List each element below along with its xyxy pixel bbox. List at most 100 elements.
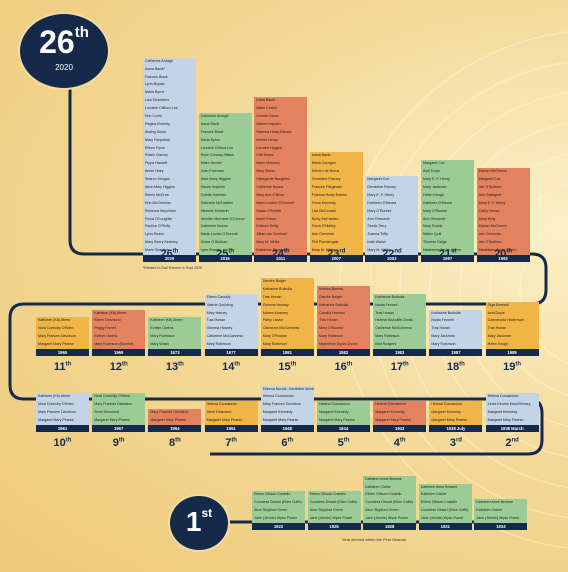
term-year: 2007 [309, 254, 363, 262]
senator-name: Marie-Louise O'Donnell [254, 199, 308, 208]
senator-name: Eileen Gibson Costello [252, 491, 305, 500]
senator-name: Lorraine Clifford-Lee [198, 144, 252, 153]
senator-name: Frances Black [198, 128, 252, 137]
senator-name: Lisa Chambers [143, 97, 196, 106]
senator-name: Deirdre Bolger [317, 293, 370, 302]
seanad-column: Kathleen (Kit) Ahern Eileen Desmond Peggy … [92, 309, 146, 356]
senator-name: Kathleen Anne Browne [474, 499, 528, 508]
badge-suffix-first: st [201, 506, 213, 520]
senator-name: Cáit Keane [254, 152, 308, 161]
term-year: 1997 [421, 254, 474, 262]
seanad-column: Monica Barnes Deirdre Bolger Katharine Bul… [317, 285, 370, 356]
senator-name: Jennifer Murnane O'Connor [198, 215, 252, 224]
term-year: 1981 [260, 348, 314, 356]
senator-name: Ivana Bacik [198, 120, 252, 129]
ordinal-number: 5 [337, 437, 344, 449]
senator-name: Margaret Kennedy [317, 409, 370, 418]
senator-name: Helena McAuliffe-Ennis [373, 317, 427, 326]
seanad-column: Helena Concannon Margaret Kennedy Margaret… [429, 401, 483, 432]
senator-name: Katharine Bulbulia [429, 309, 483, 318]
senator-name: Eileen McCrea [143, 191, 196, 200]
first-seanad-badge: 1st [168, 494, 230, 552]
seanad-ordinal: 4th [373, 437, 426, 449]
senator-name: Madeleine Taylor-Quinn [421, 247, 474, 255]
senator-name: Mary M. White [309, 247, 363, 255]
senator-name: Countess Desart (Ellen Cuffe) [363, 499, 417, 508]
ordinal-suffix: th [402, 361, 409, 368]
term-year: 1957 [92, 424, 146, 432]
senator-name: Aideen Hayden [254, 120, 308, 129]
senator-name: Kathleen (Kit) Ahern [92, 309, 146, 318]
senator-name: Lorraine Higgins [254, 144, 308, 153]
ordinal-suffix: th [118, 437, 125, 444]
senator-name: Margaret Mary Pearse [36, 417, 89, 425]
ordinal-suffix: th [65, 361, 72, 368]
seanad-column: Katharine Bulbulia Nuala Fennell Tras Hona… [373, 293, 427, 356]
senator-name: Helena Concannon [204, 401, 258, 410]
senator-name: Maria Byrne [143, 89, 196, 98]
senator-name: Mary Jackman [429, 333, 483, 342]
seanad-ordinal: 18th [429, 361, 482, 373]
senator-name: Brid Rodgers [373, 341, 427, 349]
senator-name: Ivana Bacik [254, 97, 308, 106]
ordinal-suffix: th [172, 248, 179, 255]
senator-name: Phil Prendergast [309, 239, 363, 248]
senator-name: Erin Currie [143, 112, 196, 121]
senator-name: Mary Frances Davidson [36, 409, 89, 418]
senator-name: Gabrielle McFadden [198, 199, 252, 208]
term-year: 1965 [36, 348, 89, 356]
senator-name: Tras Honan [204, 317, 258, 326]
senator-name: Nicky McFadden [309, 215, 363, 224]
senator-name: Mary Fitzpatrick [143, 136, 196, 145]
senator-name: Helena Concannon [485, 393, 539, 402]
senator-name: Monica Barnes [317, 285, 370, 294]
seanad-ordinal: 24th [254, 248, 307, 260]
senator-name: Tras Honan [485, 325, 539, 334]
senator-name: Margaret Cox [476, 176, 530, 184]
senator-name: Helena Concannon [260, 393, 314, 402]
seanad-ordinal: 2nd [486, 437, 539, 449]
term-year: 1987 [429, 349, 483, 356]
term-year: 1925 [307, 522, 361, 530]
senator-name: Geraldine Feeney [309, 176, 363, 184]
seanad-ordinal: 5th [317, 437, 370, 449]
senator-name: Jane (Jennie) Wyse Power [307, 515, 361, 523]
senator-name: Linda Kearns MacWhinney [485, 401, 539, 410]
senator-name: Mary E. F. Henry [421, 176, 474, 184]
senator-name: Miriam Kearney [260, 309, 314, 318]
seanad-column: Catherine Ardagh Ivana Bacik Frances Black… [198, 112, 252, 262]
seanad-ordinal: 15th [261, 361, 314, 373]
ordinal-suffix: th [121, 361, 128, 368]
ordinal-number: 20 [494, 248, 507, 260]
ordinal-suffix: th [175, 437, 181, 444]
seanad-ordinal: 25th [199, 248, 252, 260]
ordinal-number: 7 [225, 437, 232, 449]
senator-name: Jane (Jennie) Wyse Power [418, 515, 472, 523]
ordinal-number: 13 [165, 361, 179, 373]
senator-name: Jane (Jennie) Wyse Power [363, 515, 417, 523]
senator-name: Alice-Mary Higgins [143, 183, 196, 192]
ordinal-suffix: st [450, 248, 457, 255]
senator-name: Nuala Fennell [373, 301, 427, 310]
seanad-ordinal: 13th [148, 361, 201, 373]
ordinal-suffix: nd [511, 437, 519, 444]
seanad-ordinal: 7th [205, 437, 258, 449]
senator-name: Gemma Hussey [260, 301, 314, 310]
senator-name: Eileen Desmond [92, 317, 146, 326]
seanad-ordinal: 22nd [365, 248, 418, 260]
senator-name: Sheila Terry [365, 223, 419, 232]
senator-name: Mary Seery Kearney [143, 239, 196, 248]
senator-name: Kathryn Reilly [254, 223, 308, 232]
term-year: 1951 [204, 424, 258, 432]
senator-name: Patsy Lawlor [260, 317, 314, 326]
senator-name: Rose Conway-Walsh [198, 152, 252, 161]
ordinal-suffix: th [343, 437, 350, 444]
senator-name: Countess Desart (Ellen Cuffe) [418, 507, 472, 516]
senator-name: Regina Doherty [143, 120, 196, 129]
senator-name: Lynn Ruane [198, 247, 252, 255]
senator-name: Pauline O'Reilly [143, 223, 196, 232]
senator-name: Mary O'Rourke [317, 325, 370, 334]
senator-name: Jan O'Sullivan [476, 183, 530, 192]
senator-name: Mary M. White [254, 239, 308, 248]
senator-name: Deirdre Clune [254, 112, 308, 121]
